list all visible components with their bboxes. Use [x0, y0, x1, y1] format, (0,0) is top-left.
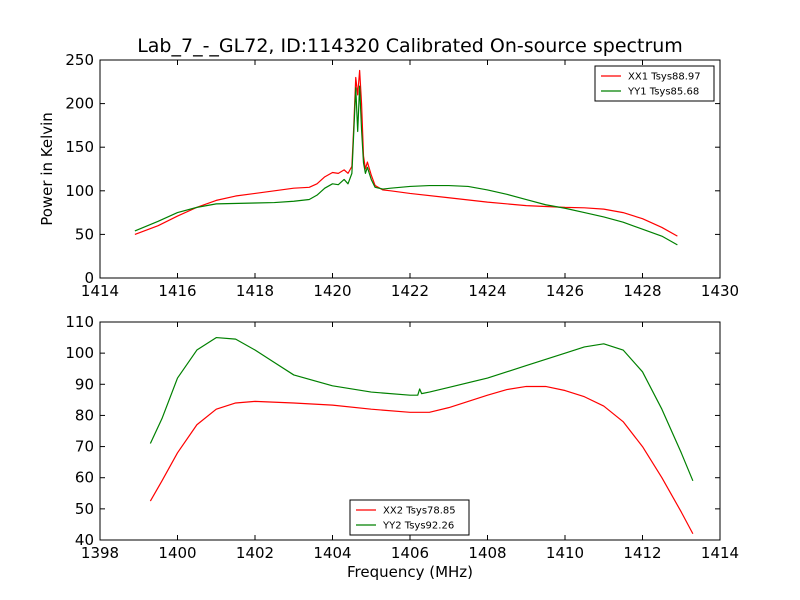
x-tick-label: 1426	[546, 282, 584, 300]
x-tick-label: 1418	[236, 282, 274, 300]
legend-label: YY1 Tsys85.68	[627, 87, 699, 98]
y-tick-label: 80	[75, 406, 94, 424]
y-tick-label: 100	[65, 182, 94, 200]
x-tick-label: 1408	[468, 544, 506, 562]
y-tick-label: 60	[75, 469, 94, 487]
x-tick-label: 1414	[81, 282, 119, 300]
legend-label: XX1 Tsys88.97	[628, 72, 701, 83]
chart-title: Lab_7_-_GL72, ID:114320 Calibrated On-so…	[137, 35, 683, 57]
y-tick-label: 250	[65, 51, 94, 69]
legend-label: XX2 Tsys78.85	[383, 506, 456, 517]
y-tick-label: 110	[65, 313, 94, 331]
x-tick-label: 1398	[81, 544, 119, 562]
x-tick-label: 1420	[313, 282, 351, 300]
x-tick-label: 1424	[468, 282, 506, 300]
y-axis-label: Power in Kelvin	[38, 112, 56, 226]
legend-box	[349, 499, 470, 536]
series-line-yy1	[134, 85, 678, 246]
y-tick-label: 70	[75, 438, 94, 456]
series-line-yy2	[149, 336, 694, 482]
y-tick-label: 100	[65, 344, 94, 362]
y-tick-label: 0	[84, 269, 94, 287]
legend-box	[594, 65, 715, 102]
series-line-xx2	[149, 385, 694, 535]
x-tick-label: 1412	[623, 544, 661, 562]
x-tick-label: 1422	[391, 282, 429, 300]
chart-bottom-xx2-yy2: 1398 1400 1402 1404 1406 1408 1410 1412 1414 40 50…	[65, 313, 739, 581]
x-tick-label: 1410	[546, 544, 584, 562]
x-axis-label: Frequency (MHz)	[347, 563, 473, 581]
x-tick-label: 1406	[391, 544, 429, 562]
x-tick-label: 1416	[158, 282, 196, 300]
x-tick-label: 1402	[236, 544, 274, 562]
x-tick-label: 1404	[313, 544, 351, 562]
legend: XX2 Tsys78.85 YY2 Tsys92.26	[349, 499, 470, 536]
y-tick-label: 50	[75, 225, 94, 243]
legend-label: YY2 Tsys92.26	[382, 521, 454, 532]
y-tick-label: 50	[75, 500, 94, 518]
series-line-xx1	[134, 69, 678, 237]
y-tick-label: 200	[65, 95, 94, 113]
x-tick-label: 1430	[701, 282, 739, 300]
y-tick-label: 150	[65, 138, 94, 156]
legend: XX1 Tsys88.97 YY1 Tsys85.68	[594, 65, 715, 102]
x-tick-label: 1414	[701, 544, 739, 562]
x-tick-label: 1428	[623, 282, 661, 300]
y-tick-label: 90	[75, 375, 94, 393]
y-tick-label: 40	[75, 531, 94, 549]
x-tick-label: 1400	[158, 544, 196, 562]
chart-top-xx1-yy1: Lab_7_-_GL72, ID:114320 Calibrated On-so…	[38, 35, 739, 300]
